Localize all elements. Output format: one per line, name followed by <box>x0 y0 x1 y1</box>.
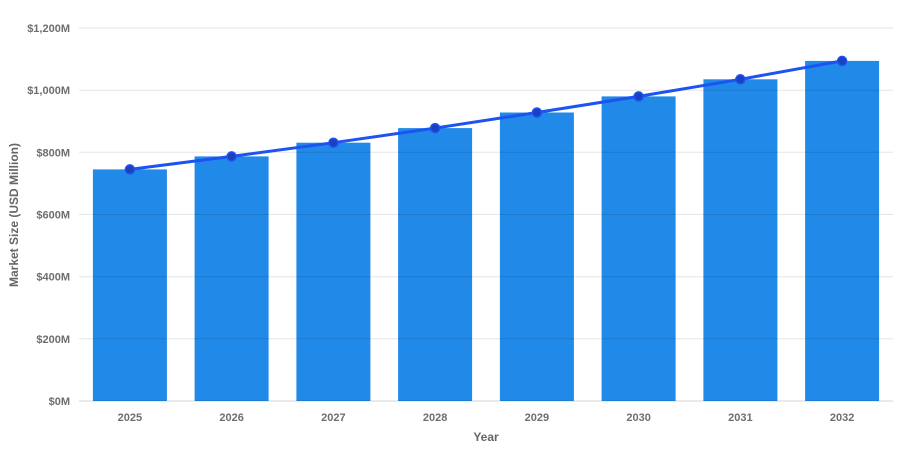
line-marker-2031[interactable] <box>735 74 746 85</box>
line-marker-2027[interactable] <box>328 137 339 148</box>
bar-2026[interactable] <box>194 156 269 401</box>
line-marker-2032[interactable] <box>836 55 848 67</box>
x-tick-label: 2029 <box>525 412 549 424</box>
y-tick-label: $0M <box>49 396 70 408</box>
x-tick-label: 2025 <box>118 412 142 424</box>
bar-2025[interactable] <box>92 169 167 401</box>
y-tick-label: $800M <box>36 147 70 159</box>
x-tick-label: 2032 <box>830 412 854 424</box>
x-tick-label: 2028 <box>423 412 447 424</box>
y-tick-label: $600M <box>36 210 70 222</box>
bar-2029[interactable] <box>499 112 574 402</box>
y-tick-label: $1,200M <box>27 23 70 35</box>
x-axis-title: Year <box>473 430 499 444</box>
y-tick-label: $200M <box>36 334 70 346</box>
x-tick-label: 2031 <box>728 412 752 424</box>
line-marker-2026[interactable] <box>226 151 237 162</box>
line-marker-2030[interactable] <box>633 91 644 102</box>
y-axis-title: Market Size (USD Million) <box>7 142 21 288</box>
x-tick-label: 2026 <box>219 412 243 424</box>
y-tick-label: $400M <box>36 272 70 284</box>
y-tick-label: $1,000M <box>27 85 70 97</box>
line-marker-2029[interactable] <box>531 107 543 118</box>
bar-2028[interactable] <box>398 128 473 401</box>
x-tick-label: 2030 <box>626 412 650 424</box>
bar-2027[interactable] <box>296 142 371 401</box>
trend-line <box>128 59 844 171</box>
bar-2031[interactable] <box>703 79 778 402</box>
line-marker-2025[interactable] <box>124 164 136 175</box>
line-marker-2028[interactable] <box>429 122 441 134</box>
bar-2032[interactable] <box>805 60 880 402</box>
bar-2030[interactable] <box>601 96 676 402</box>
x-tick-label: 2027 <box>321 412 345 424</box>
